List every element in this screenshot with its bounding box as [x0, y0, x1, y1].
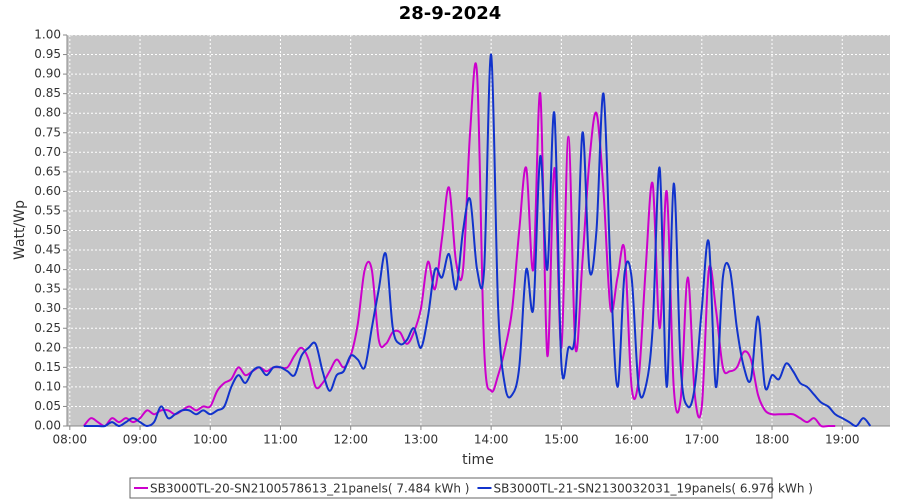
- y-axis-label: Watt/Wp: [12, 200, 28, 260]
- y-tick-label: 0.40: [34, 262, 61, 276]
- y-tick-label: 0.50: [34, 223, 61, 237]
- x-tick-label: 13:00: [404, 433, 439, 447]
- y-tick-label: 0.60: [34, 184, 61, 198]
- y-tick-label: 1.00: [34, 28, 61, 42]
- series-line: [83, 62, 836, 428]
- chart-title: 28-9-2024: [399, 3, 502, 24]
- legend-label: SB3000TL-20-SN2100578613_21panels( 7.484…: [150, 482, 469, 496]
- y-tick-label: 0.65: [34, 164, 61, 178]
- x-tick-label: 19:00: [825, 433, 860, 447]
- y-tick-label: 0.90: [34, 67, 61, 81]
- x-tick-label: 10:00: [193, 433, 228, 447]
- y-tick-label: 0.85: [34, 86, 61, 100]
- y-tick-label: 0.45: [34, 243, 61, 257]
- x-tick-label: 11:00: [263, 433, 298, 447]
- y-tick-label: 0.35: [34, 282, 61, 296]
- x-tick-label: 14:00: [474, 433, 509, 447]
- x-tick-label: 16:00: [614, 433, 649, 447]
- y-tick-label: 0.80: [34, 106, 61, 120]
- x-tick-label: 09:00: [123, 433, 158, 447]
- x-tick-label: 12:00: [333, 433, 368, 447]
- y-tick-label: 0.30: [34, 301, 61, 315]
- y-tick-label: 0.55: [34, 203, 61, 217]
- legend-label: SB3000TL-21-SN2130032031_19panels( 6.976…: [493, 482, 812, 496]
- y-tick-label: 0.95: [34, 47, 61, 61]
- y-tick-label: 0.70: [34, 145, 61, 159]
- series-line: [83, 53, 872, 428]
- x-tick-label: 15:00: [544, 433, 579, 447]
- y-tick-label: 0.25: [34, 321, 61, 335]
- x-tick-label: 17:00: [685, 433, 720, 447]
- y-tick-label: 0.10: [34, 379, 61, 393]
- y-tick-label: 0.05: [34, 399, 61, 413]
- x-tick-label: 08:00: [53, 433, 88, 447]
- x-axis-label: time: [462, 452, 494, 468]
- x-tick-label: 18:00: [755, 433, 790, 447]
- y-tick-label: 0.20: [34, 340, 61, 354]
- y-tick-label: 0.00: [34, 419, 61, 433]
- y-tick-label: 0.75: [34, 125, 61, 139]
- y-tick-label: 0.15: [34, 360, 61, 374]
- legend-box: [129, 477, 773, 499]
